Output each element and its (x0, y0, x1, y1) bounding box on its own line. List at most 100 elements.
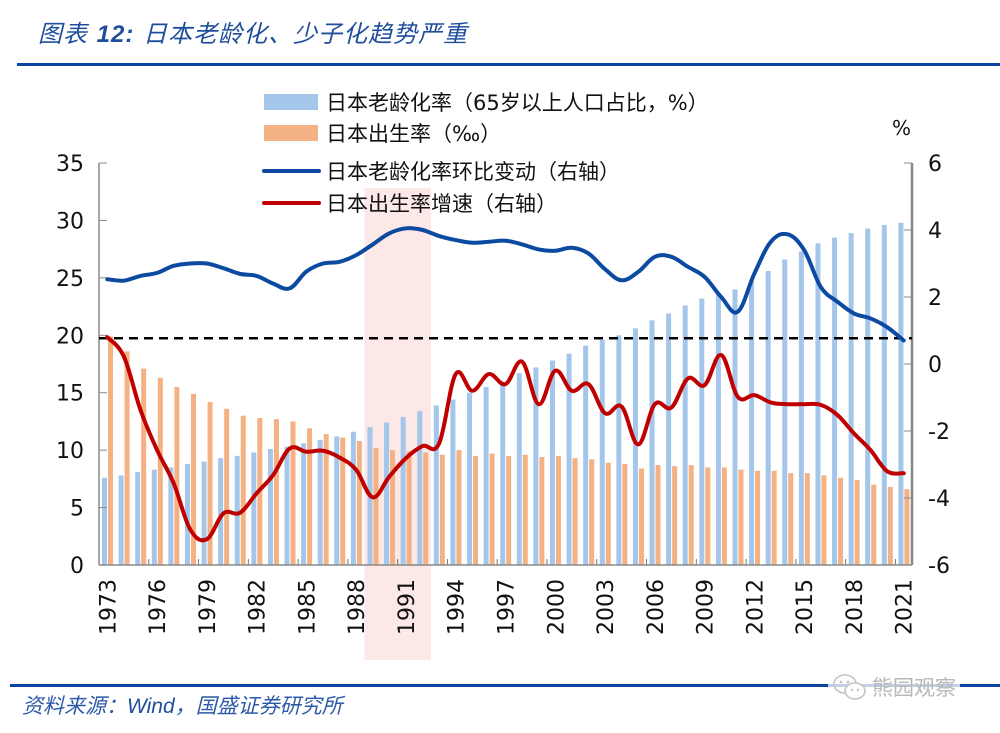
x-axis-tick-label: 1982 (246, 579, 271, 635)
aging-rate-bar (350, 431, 356, 565)
birth-rate-bar (904, 489, 910, 565)
aging-rate-bar (151, 469, 157, 565)
birth-rate-bar (323, 434, 329, 565)
birth-rate-bar (605, 462, 611, 565)
aging-rate-bar (649, 320, 655, 565)
birth-rate-bar (124, 351, 130, 565)
birth-rate-bar (439, 454, 445, 565)
chart-area: 0 5 10 15 20 25 30 35 -6 -4 -2 0 2 4 6 1973 1976 1979 1982… (56, 91, 950, 660)
birth-rate-bar (307, 428, 313, 565)
birth-rate-bar (655, 465, 661, 565)
aging-rate-bar (599, 339, 605, 565)
legend: 日本老龄化率（65岁以上人口占比，%） 日本出生率（‰） 日本老龄化率环比变动（右轴… (262, 91, 709, 216)
aging-rate-bar (516, 373, 522, 565)
aging-rate-bar (483, 386, 489, 565)
birth-rate-bar (290, 421, 296, 565)
aging-rate-bar (865, 228, 871, 565)
aging-rate-bar (118, 475, 124, 565)
birth-rate-bar (804, 473, 810, 565)
aging-rate-bar (765, 270, 771, 565)
aging-rate-bar (301, 443, 307, 565)
legend-label: 日本老龄化率（65岁以上人口占比，%） (326, 91, 709, 115)
aging-rate-bar (384, 422, 390, 565)
birth-rate-bar (572, 458, 578, 565)
source-wind: Wind (127, 695, 175, 718)
aging-rate-bar (566, 353, 572, 565)
source-note: 资料来源：Wind，国盛证券研究所 (22, 690, 343, 720)
birth-rate-bar (721, 467, 727, 565)
left-axis-tick-label: 20 (56, 324, 84, 349)
legend-birth-rate: 日本出生率（‰） (264, 122, 501, 146)
aging-rate-bar (102, 477, 107, 565)
aging-rate-bar (201, 461, 207, 565)
aging-rate-bar (898, 222, 904, 565)
legend-aging-rate: 日本老龄化率（65岁以上人口占比，%） (264, 91, 709, 115)
left-axis-tick-label: 25 (56, 267, 84, 292)
birth-rate-bar (788, 473, 794, 565)
birth-rate-bar (771, 470, 777, 565)
birth-rate-bar (456, 450, 462, 565)
birth-rate-bar (871, 484, 877, 565)
aging-rate-bar (699, 298, 705, 565)
axes-layer: 0 5 10 15 20 25 30 35 -6 -4 -2 0 2 4 6 1973 1976 1979 1982… (56, 152, 950, 635)
chart-title: 图表 12: 日本老龄化、少子化趋势严重 (38, 14, 468, 49)
x-axis-tick-label: 1997 (495, 579, 520, 635)
birth-rate-bar (224, 408, 230, 565)
x-axis-tick-label: 1973 (96, 579, 121, 635)
source-suffix: ，国盛证券研究所 (174, 694, 343, 718)
right-axis-unit: % (892, 116, 911, 140)
birth-rate-bar (340, 437, 346, 565)
aging-rate-bar (832, 237, 838, 565)
legend-birth-growth: 日本出生率增速（右轴） (262, 192, 557, 216)
birth-rate-bar (705, 467, 711, 565)
aging-rate-bar (533, 367, 539, 565)
legend-label: 日本出生率（‰） (326, 122, 501, 146)
x-axis-tick-label: 2021 (893, 579, 918, 635)
footer-divider (10, 684, 1000, 687)
right-axis-tick-label: 0 (928, 353, 942, 378)
aging-rate-bar (682, 305, 688, 565)
aging-rate-bar (234, 455, 240, 565)
right-axis-tick-label: 2 (928, 286, 942, 311)
birth-rate-bar (887, 486, 893, 565)
x-axis-tick-label: 2012 (743, 579, 768, 635)
aging-rate-bar (782, 259, 788, 565)
aging-rate-bar (798, 251, 804, 565)
birth-rate-bar (854, 480, 860, 565)
birth-rate-bar (406, 451, 412, 565)
birth-rate-bar (489, 453, 495, 565)
birth-rate-bar (240, 415, 246, 565)
right-axis-tick-label: -4 (928, 487, 950, 512)
legend-label: 日本出生率增速（右轴） (326, 192, 557, 216)
birth-rate-bar (174, 386, 180, 565)
aging-rate-bar (168, 467, 174, 565)
title-text: 日本老龄化、少子化趋势严重 (142, 20, 468, 48)
aging-rate-bar (184, 463, 190, 565)
aging-rate-bar (715, 293, 721, 565)
birth-rate-bar (207, 401, 213, 565)
x-axis-tick-label: 1976 (146, 579, 171, 635)
x-axis-tick-label: 1991 (395, 579, 420, 635)
birth-rate-bar (108, 336, 113, 565)
birth-rate-bar (157, 377, 163, 565)
birth-rate-bar (373, 447, 379, 565)
right-axis-tick-label: -6 (928, 554, 950, 579)
birth-rate-bar (473, 455, 479, 565)
birth-rate-bar (356, 440, 362, 565)
birth-rate-bar (522, 454, 528, 565)
aging-rate-bar (616, 335, 622, 565)
aging-rate-bar (218, 458, 224, 565)
birth-rate-bar (672, 466, 678, 565)
x-axis-tick-label: 1994 (445, 579, 470, 635)
left-axis-tick-label: 30 (56, 209, 84, 234)
aging-rate-bar (284, 446, 290, 565)
wechat-icon (833, 674, 866, 700)
x-axis-tick-label: 2000 (544, 579, 569, 635)
x-axis-tick-label: 2009 (694, 579, 719, 635)
x-axis-tick-label: 2006 (644, 579, 669, 635)
birth-rate-bar (738, 469, 744, 565)
aging-rate-bar (267, 448, 273, 565)
bars-layer (102, 222, 910, 565)
title-prefix: 图表 (38, 20, 88, 48)
x-axis-tick-label: 1979 (196, 579, 221, 635)
